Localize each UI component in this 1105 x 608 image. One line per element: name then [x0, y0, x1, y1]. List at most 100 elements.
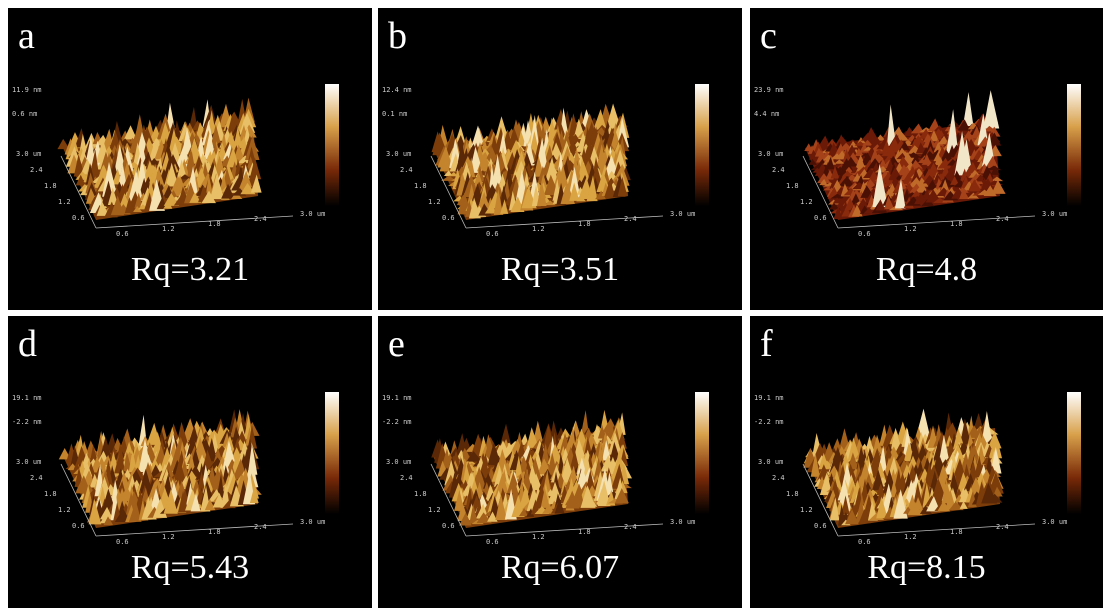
surface-peak	[118, 130, 132, 143]
surface-peak	[603, 154, 619, 177]
x-axis-tick-label: 0.6	[858, 538, 871, 546]
surface-peak	[833, 205, 842, 220]
surface-peak	[890, 427, 902, 451]
y-axis-tick-label: 0.6	[442, 522, 455, 530]
surface-peak	[844, 509, 859, 525]
surface-peak	[886, 148, 898, 158]
surface-peak	[870, 137, 884, 147]
y-axis-tick-label: 2.4	[400, 166, 413, 174]
y-axis-tick-label: 1.2	[800, 506, 813, 514]
surface-peak	[540, 488, 550, 508]
y-axis-tick-label: 3.0 um	[16, 150, 41, 158]
surface-peak	[981, 411, 993, 445]
surface-peak	[809, 149, 820, 160]
x-axis-line	[95, 523, 294, 537]
z-max-label: 23.9 nm	[754, 86, 784, 94]
x-axis-tick-label: 1.8	[208, 528, 221, 536]
z-max-label: 19.1 nm	[754, 394, 784, 402]
surface-peak	[540, 443, 550, 467]
surface-peak	[871, 162, 881, 173]
y-axis-tick-label: 1.2	[800, 198, 813, 206]
surface-peak	[815, 158, 829, 168]
surface-peak	[992, 486, 1003, 497]
x-axis-tick-label: 2.4	[254, 215, 267, 223]
rq-label: Rq=3.51	[501, 251, 619, 288]
y-axis-tick-label: 1.2	[428, 198, 441, 206]
surface-peak	[910, 153, 921, 165]
surface-peak	[926, 496, 941, 512]
rq-label: Rq=5.43	[131, 549, 249, 586]
x-axis-tick-label: 3.0 um	[670, 210, 695, 218]
surface-peak	[526, 508, 535, 517]
y-axis-tick-label: 1.2	[58, 506, 71, 514]
x-axis-tick-label: 3.0 um	[300, 518, 325, 526]
x-axis-line	[837, 215, 1036, 229]
y-axis-tick-label: 1.8	[414, 490, 427, 498]
y-axis-line	[802, 155, 839, 229]
x-axis-tick-label: 1.2	[532, 533, 545, 541]
surface-peak	[822, 164, 831, 177]
y-axis-tick-label: 1.8	[414, 182, 427, 190]
surface-peak	[604, 178, 615, 197]
y-axis-tick-label: 3.0 um	[758, 458, 783, 466]
surface-peak	[819, 472, 833, 496]
y-axis-line	[60, 463, 97, 537]
surface-peak	[961, 130, 976, 142]
x-axis-tick-label: 1.2	[904, 225, 917, 233]
panel: d19.1 nm-2.2 nm3.0 um2.41.81.20.60.61.21…	[8, 316, 372, 608]
surface-peak	[205, 174, 214, 199]
x-axis-tick-label: 2.4	[624, 215, 637, 223]
panel: b12.4 nm0.1 nm3.0 um2.41.81.20.60.61.21.…	[378, 8, 742, 310]
surface-peak	[937, 135, 950, 145]
y-axis-tick-label: 2.4	[400, 474, 413, 482]
z-offset-label: 0.1 nm	[382, 110, 407, 118]
surface-peak	[875, 199, 886, 211]
panel-letter: e	[388, 323, 405, 365]
surface-peak	[536, 181, 547, 206]
surface-peak	[610, 419, 625, 440]
surface-peak	[841, 170, 854, 177]
surface-peak	[884, 195, 895, 210]
surface-peak	[916, 177, 929, 187]
z-max-label: 19.1 nm	[382, 394, 412, 402]
surface-peak	[103, 516, 114, 526]
surface-peak	[495, 494, 507, 520]
surface-peak	[919, 505, 933, 514]
surface-peak	[580, 410, 590, 437]
y-axis-line	[430, 155, 467, 229]
surface-peak	[124, 196, 136, 214]
surface-peak	[959, 501, 968, 509]
surface-peak	[249, 487, 259, 503]
y-axis-tick-label: 0.6	[72, 214, 85, 222]
surface-peak	[99, 506, 114, 520]
surface-peak	[487, 511, 498, 522]
y-axis-tick-label: 1.8	[44, 182, 57, 190]
surface-peak	[962, 92, 974, 127]
y-axis-tick-label: 1.8	[44, 490, 57, 498]
panel: e19.1 nm-2.2 nm3.0 um2.41.81.20.60.61.21…	[378, 316, 742, 608]
surface-peak	[554, 498, 565, 514]
surface-peak	[107, 187, 119, 205]
surface-peak	[946, 439, 956, 455]
surface-peak	[865, 127, 879, 140]
surface-peak	[913, 482, 923, 505]
surface-peak	[947, 144, 958, 158]
surface-peak	[826, 138, 838, 147]
z-offset-label: 0.6 nm	[12, 110, 37, 118]
surface-peak	[946, 109, 959, 154]
surface-peak	[250, 174, 262, 193]
x-axis-tick-label: 0.6	[116, 230, 129, 238]
panel-letter: c	[760, 15, 777, 57]
surface-peak	[469, 503, 478, 524]
y-axis-line	[60, 155, 97, 229]
surface-peak	[611, 463, 626, 489]
surface-peak	[533, 420, 544, 442]
surface-peak	[838, 477, 852, 512]
panel: f19.1 nm-2.2 nm3.0 um2.41.81.20.60.61.21…	[750, 316, 1103, 608]
surface-peak	[614, 488, 629, 504]
surface-peak	[517, 130, 526, 147]
surface-peak	[128, 169, 144, 201]
color-bar	[325, 392, 339, 514]
surface-peak	[163, 192, 180, 206]
